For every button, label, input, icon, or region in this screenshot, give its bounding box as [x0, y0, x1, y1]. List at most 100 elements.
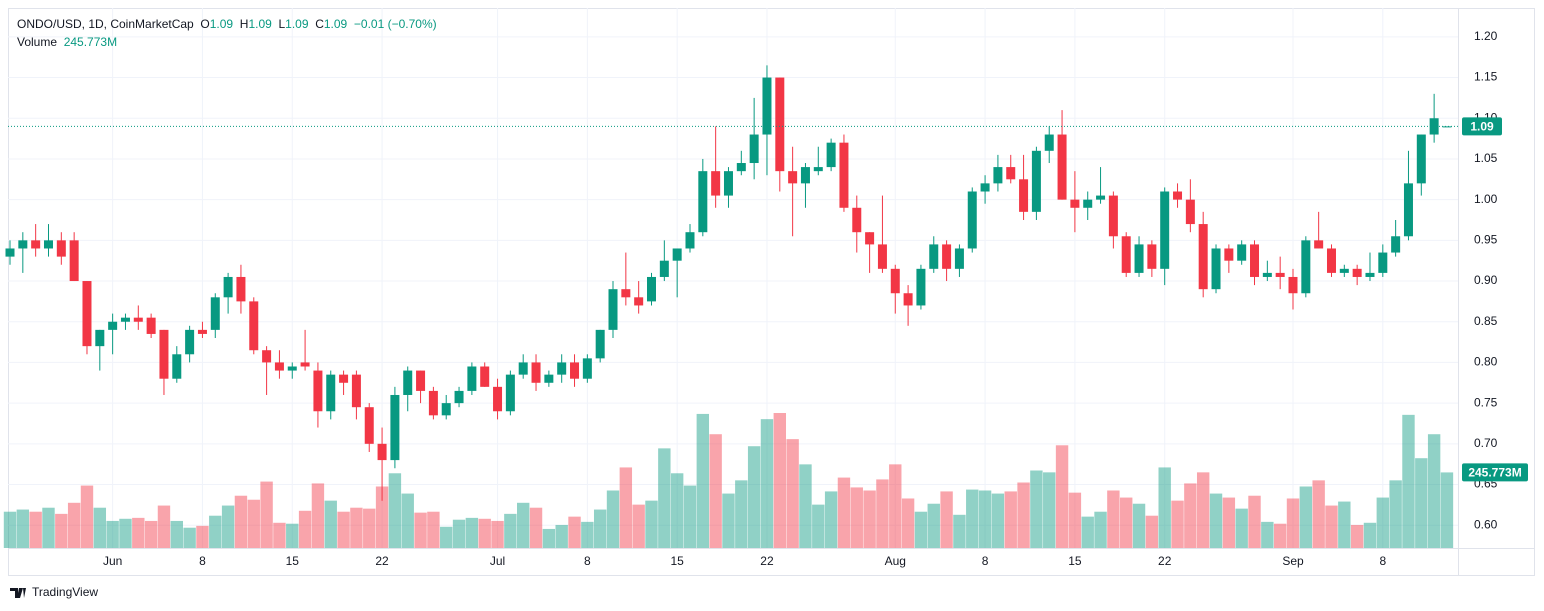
volume-bar: [1004, 491, 1017, 548]
candle-body: [1378, 252, 1388, 273]
y-tick-label: 1.05: [1474, 151, 1498, 165]
candle-body: [146, 317, 156, 334]
h-label: H: [239, 17, 249, 31]
candle-body: [441, 403, 451, 416]
volume-bar: [29, 511, 42, 548]
volume-bar: [1286, 498, 1300, 548]
y-tick-label: 0.70: [1474, 436, 1498, 450]
x-tick-label: 8: [199, 554, 206, 568]
symbol: ONDO/USD, 1D, CoinMarketCap: [17, 17, 194, 31]
candle-body: [557, 362, 567, 375]
volume-bar: [427, 511, 440, 548]
volume-bar: [786, 439, 799, 548]
volume-bar: [1107, 490, 1120, 548]
candle-body: [839, 142, 849, 208]
volume-bar: [157, 505, 171, 548]
candle-body: [723, 171, 733, 196]
candle-body: [1173, 191, 1183, 200]
candle-body: [1160, 191, 1170, 269]
volume-bar: [606, 490, 620, 548]
volume-tag-label: 245.773M: [1468, 466, 1521, 480]
volume-bar: [953, 514, 966, 548]
volume-line: Volume 245.773M: [17, 35, 117, 49]
candle-body: [890, 268, 900, 294]
volume-bar: [760, 419, 774, 548]
candle-body: [351, 374, 361, 408]
candle-body: [775, 77, 785, 172]
volume-bar: [1184, 483, 1197, 548]
volume-bar: [812, 504, 825, 548]
volume-bar: [132, 517, 145, 548]
volume-bar: [401, 493, 414, 548]
volume-bar: [978, 490, 992, 548]
volume-bar: [1415, 458, 1428, 548]
candle-body: [1326, 248, 1336, 273]
volume-bar: [414, 512, 427, 548]
axes: 0.600.650.700.750.800.850.900.951.001.05…: [8, 29, 1528, 568]
volume-bar: [324, 500, 337, 548]
price-tag-label: 1.09: [1470, 120, 1494, 134]
x-tick-label: 8: [584, 554, 591, 568]
candle-body: [505, 374, 515, 412]
candle-body: [1352, 268, 1362, 277]
volume-pane: [3, 413, 1454, 548]
volume-bar: [1389, 480, 1402, 548]
volume-bar: [991, 493, 1005, 548]
o-value: 1.09: [209, 17, 234, 31]
candle-body: [364, 407, 374, 444]
candle-body: [236, 276, 246, 302]
volume-bar: [144, 520, 158, 548]
candle-body: [95, 329, 105, 347]
x-tick-label: Aug: [885, 554, 906, 568]
candle-body: [1211, 248, 1221, 290]
volume-bar: [1120, 497, 1133, 548]
header-line: ONDO/USD, 1D, CoinMarketCap O1.09 H1.09 …: [17, 17, 437, 31]
candle-body: [31, 240, 41, 249]
volume-bar: [440, 526, 453, 548]
candle-body: [531, 362, 541, 383]
candle-body: [1070, 199, 1080, 208]
candle-body: [172, 354, 182, 379]
candle-body: [1403, 183, 1413, 237]
candle-body: [1031, 150, 1041, 212]
candle-body: [300, 362, 310, 367]
volume-bar: [1235, 508, 1248, 548]
volume-bar: [1055, 445, 1069, 548]
volume-bar: [709, 434, 722, 548]
candle-body: [852, 207, 862, 233]
volume-bar: [632, 504, 645, 548]
x-tick-label: 15: [286, 554, 300, 568]
y-tick-label: 0.75: [1474, 395, 1498, 409]
volume-bar: [1030, 470, 1043, 548]
volume-bar: [1017, 482, 1030, 548]
volume-bar: [221, 505, 235, 548]
candle-body: [570, 362, 580, 379]
volume-bar: [1350, 524, 1364, 548]
volume-bar: [1261, 521, 1274, 548]
candle-body: [403, 370, 413, 395]
candle-body: [698, 171, 708, 233]
volume-bar: [876, 479, 889, 548]
candle-body: [877, 244, 887, 269]
candle-body: [826, 142, 836, 168]
candle-body: [287, 366, 297, 371]
candle-body: [69, 240, 79, 282]
brand: TradingView: [32, 585, 98, 599]
candle-body: [659, 260, 669, 277]
volume-bar: [619, 467, 633, 548]
candle-body: [249, 301, 259, 351]
volume-bar: [1145, 515, 1159, 548]
volume-bar: [1132, 503, 1146, 548]
volume-bar: [555, 524, 568, 548]
x-tick-label: Sep: [1282, 554, 1304, 568]
volume-bar: [3, 511, 17, 548]
volume-bar: [1043, 472, 1056, 548]
volume-bar: [16, 509, 30, 548]
volume-bar: [1299, 486, 1313, 548]
candle-body: [980, 183, 990, 192]
candle-body: [377, 443, 387, 461]
volume-bar: [1171, 500, 1184, 548]
x-tick-label: 22: [760, 554, 774, 568]
volume-bar: [850, 487, 863, 548]
candle-body: [954, 248, 964, 269]
